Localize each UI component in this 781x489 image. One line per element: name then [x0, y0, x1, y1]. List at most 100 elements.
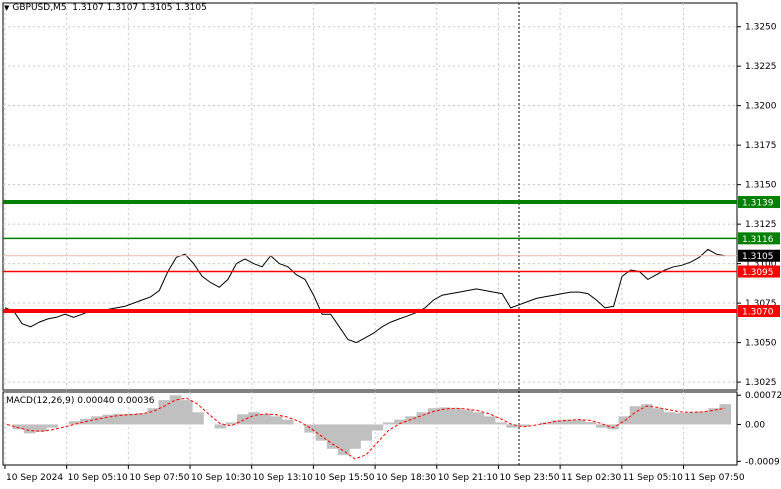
- price-axis-label: 1.3100: [745, 260, 777, 270]
- macd-panel-frame: [2, 391, 738, 466]
- macd-histogram-bar: [304, 424, 316, 433]
- macd-histogram-bar: [708, 408, 720, 425]
- level-price-label: 1.3070: [742, 308, 774, 318]
- symbol-header: ▼ GBPUSD,M5 1.3107 1.3107 1.3105 1.3105: [4, 3, 207, 13]
- time-axis-label: 10 Sep 21:10: [438, 473, 498, 483]
- macd-histogram-bar: [663, 412, 675, 425]
- macd-histogram-bar: [124, 413, 137, 425]
- macd-histogram-bar: [270, 416, 283, 425]
- macd-histogram-bar: [315, 424, 328, 441]
- macd-histogram-bar: [35, 424, 47, 432]
- macd-histogram-bar: [697, 411, 709, 425]
- current-price-label: 1.3105: [742, 252, 774, 262]
- price-axis-label: 1.3025: [745, 378, 777, 388]
- macd-header: MACD(12,26,9) 0.00040 0.00036: [6, 396, 155, 406]
- macd-histogram-bar: [461, 409, 474, 425]
- time-axis-label: 11 Sep 02:30: [561, 473, 621, 483]
- macd-histogram-bar: [618, 416, 631, 425]
- macd-histogram-bar: [158, 400, 171, 425]
- macd-histogram-bar: [237, 414, 249, 425]
- time-axis-label: 10 Sep 10:30: [191, 473, 251, 483]
- macd-histogram-bar: [169, 395, 182, 425]
- level-price-label: 1.3095: [742, 268, 774, 278]
- macd-histogram-bar: [382, 422, 395, 425]
- time-axis-label: 10 Sep 07:50: [129, 473, 189, 483]
- macd-histogram-bar: [349, 424, 361, 449]
- macd-histogram-bar: [450, 408, 462, 425]
- time-axis-label: 10 Sep 2024: [6, 473, 63, 483]
- triangle-down-icon[interactable]: ▼: [4, 4, 10, 12]
- time-axis-label: 11 Sep 07:50: [684, 473, 744, 483]
- macd-histogram-bar: [405, 416, 417, 425]
- time-axis-label: 10 Sep 05:10: [68, 473, 128, 483]
- level-price-tag: [738, 232, 780, 245]
- macd-histogram-bar: [225, 422, 238, 425]
- macd-histogram-bar: [394, 419, 406, 425]
- macd-histogram-bar: [192, 412, 204, 425]
- macd-histogram-bar: [102, 414, 115, 425]
- macd-histogram-bar: [483, 416, 496, 425]
- macd-histogram-bar: [640, 404, 653, 425]
- macd-histogram-bar: [113, 413, 126, 425]
- macd-histogram-bar: [371, 424, 384, 431]
- macd-histogram-bar: [360, 424, 373, 441]
- macd-axis-label: 0.00072: [745, 391, 781, 401]
- macd-histogram-bar: [23, 424, 36, 434]
- macd-histogram-bar: [248, 412, 260, 425]
- macd-histogram-bar: [281, 419, 294, 425]
- macd-histogram-bar: [259, 413, 272, 425]
- time-axis-label: 10 Sep 18:30: [376, 473, 436, 483]
- macd-histogram-bar: [214, 424, 227, 429]
- level-price-label: 1.3116: [742, 235, 774, 245]
- macd-histogram-bar: [596, 424, 608, 428]
- time-axis-label: 10 Sep 23:50: [499, 473, 559, 483]
- level-price-tag: [738, 265, 780, 278]
- macd-histogram-bar: [147, 408, 159, 425]
- macd-histogram-bar: [629, 406, 642, 425]
- macd-histogram-bar: [506, 424, 518, 428]
- time-axis-label: 11 Sep 05:10: [623, 473, 683, 483]
- macd-histogram-bar: [573, 419, 586, 425]
- price-axis-label: 1.3125: [745, 220, 777, 230]
- time-axis-label: 10 Sep 15:50: [314, 473, 374, 483]
- macd-histogram-bar: [12, 424, 25, 430]
- price-axis-label: 1.3250: [745, 23, 777, 33]
- macd-histogram-bar: [652, 408, 664, 425]
- macd-histogram-bar: [68, 421, 81, 425]
- ohlc-values: 1.3107 1.3107 1.3105 1.3105: [72, 3, 207, 13]
- current-price-tag: [738, 249, 780, 262]
- price-line: [4, 248, 726, 344]
- macd-histogram-bar: [472, 412, 485, 425]
- macd-histogram-bar: [562, 419, 574, 425]
- macd-histogram-bar: [180, 400, 193, 425]
- level-price-tag: [738, 305, 780, 318]
- macd-signal-line: [6, 397, 726, 460]
- macd-axis-label: -0.00091: [745, 457, 781, 467]
- price-axis-label: 1.3225: [745, 62, 777, 72]
- symbol-label: GBPUSD,M5: [12, 3, 67, 13]
- macd-histogram-bar: [46, 424, 58, 428]
- macd-histogram-bar: [674, 413, 687, 425]
- macd-histogram-bar: [338, 424, 350, 455]
- macd-histogram-bar: [517, 424, 530, 427]
- macd-histogram-bar: [416, 412, 429, 425]
- macd-histogram-bar: [551, 420, 563, 425]
- price-axis-label: 1.3175: [745, 141, 777, 151]
- macd-histogram-bar: [584, 422, 597, 425]
- macd-histogram-bar: [607, 424, 619, 430]
- macd-histogram-bar: [326, 424, 339, 449]
- price-axis-label: 1.3050: [745, 339, 777, 349]
- price-panel-frame: [2, 2, 738, 391]
- macd-histogram-bar: [91, 416, 103, 425]
- macd-histogram-bar: [136, 413, 148, 425]
- macd-histogram-bar: [719, 404, 732, 425]
- macd-histogram-bar: [427, 408, 440, 425]
- time-axis-label: 10 Sep 13:10: [253, 473, 313, 483]
- macd-histogram-bar: [685, 412, 698, 425]
- macd-histogram-bar: [495, 422, 507, 425]
- price-axis-label: 1.3200: [745, 102, 777, 112]
- level-price-tag: [738, 196, 780, 209]
- price-axis-label: 1.3075: [745, 299, 777, 309]
